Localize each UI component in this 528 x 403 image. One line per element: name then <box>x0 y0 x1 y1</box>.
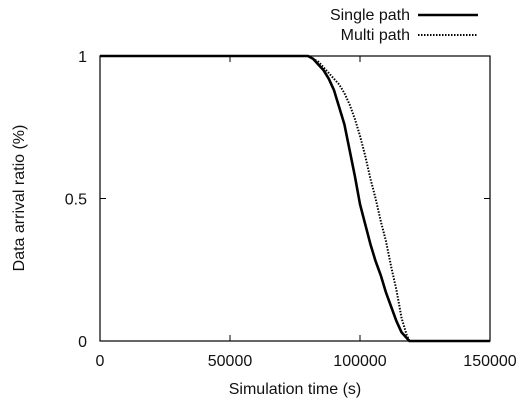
x-tick-label: 150000 <box>463 353 516 370</box>
y-tick-label: 0.5 <box>65 192 87 209</box>
legend-label: Single path <box>330 7 410 24</box>
axis-ticks: 0 50000 100000 150000 0 0.5 1 <box>65 49 517 370</box>
x-axis-title: Simulation time (s) <box>229 381 361 398</box>
series-line-single-path <box>100 54 490 343</box>
legend-label: Multi path <box>341 27 410 44</box>
plot-frame <box>99 55 491 342</box>
series-lines <box>100 54 490 343</box>
y-axis-title: Data arrival ratio (%) <box>11 125 28 272</box>
x-tick-label: 100000 <box>333 353 386 370</box>
x-tick-label: 0 <box>96 353 105 370</box>
y-tick-label: 0 <box>78 334 87 351</box>
legend: Single path Multi path <box>330 7 478 44</box>
x-tick-label: 50000 <box>208 353 253 370</box>
series-line-multi-path <box>100 55 490 342</box>
y-tick-label: 1 <box>78 49 87 66</box>
